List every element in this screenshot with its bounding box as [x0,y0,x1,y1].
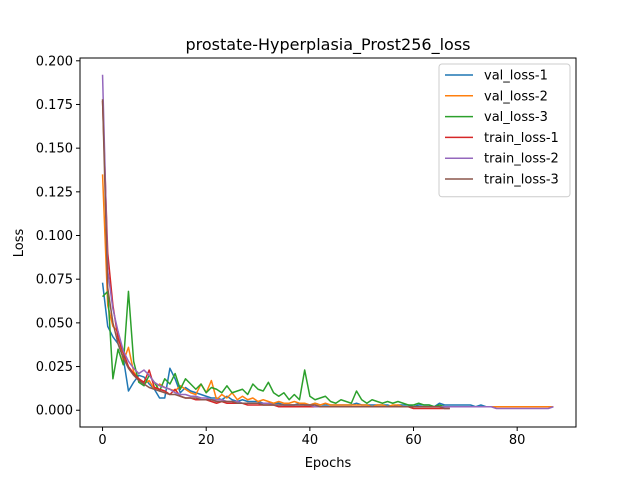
y-tick-label: 0.025 [36,360,73,375]
y-tick-label: 0.175 [36,98,73,113]
y-tick-label: 0.075 [36,273,73,288]
x-axis-label: Epochs [305,456,352,471]
plot-area [101,74,554,410]
x-tick-label: 80 [509,433,526,448]
legend: val_loss-1 val_loss-2 val_loss-3 train_loss… [438,63,571,198]
y-tick-label: 0.050 [36,316,73,331]
x-tick-label: 40 [302,433,319,448]
y-tick-label: 0.200 [36,54,73,69]
series-line-train_loss-1 [101,100,450,410]
y-tick-label: 0.100 [36,229,73,244]
legend-label: train_loss-3 [484,173,559,188]
legend-label: val_loss-1 [484,69,548,84]
series-line-val_loss-2 [101,174,554,408]
x-tick-label: 20 [198,433,215,448]
legend-label: val_loss-2 [484,89,548,104]
y-axis: 0.000 0.025 0.050 0.075 0.100 0.125 0.150 0.175… [36,54,80,419]
chart-title: prostate-Hyperplasia_Prost256_loss [186,35,471,55]
y-tick-label: 0.125 [36,185,73,200]
y-tick-label: 0.000 [36,404,73,419]
x-tick-label: 60 [405,433,422,448]
series-line-train_loss-3 [101,99,450,410]
plot-frame [79,57,577,428]
y-axis-label: Loss [12,229,27,258]
x-axis: 0 20 40 60 80 [98,427,525,448]
legend-label: train_loss-2 [484,152,559,167]
legend-box [438,63,571,198]
legend-label: train_loss-1 [484,131,559,146]
y-tick-label: 0.150 [36,142,73,157]
x-tick-label: 0 [98,433,106,448]
legend-label: val_loss-3 [484,110,548,125]
